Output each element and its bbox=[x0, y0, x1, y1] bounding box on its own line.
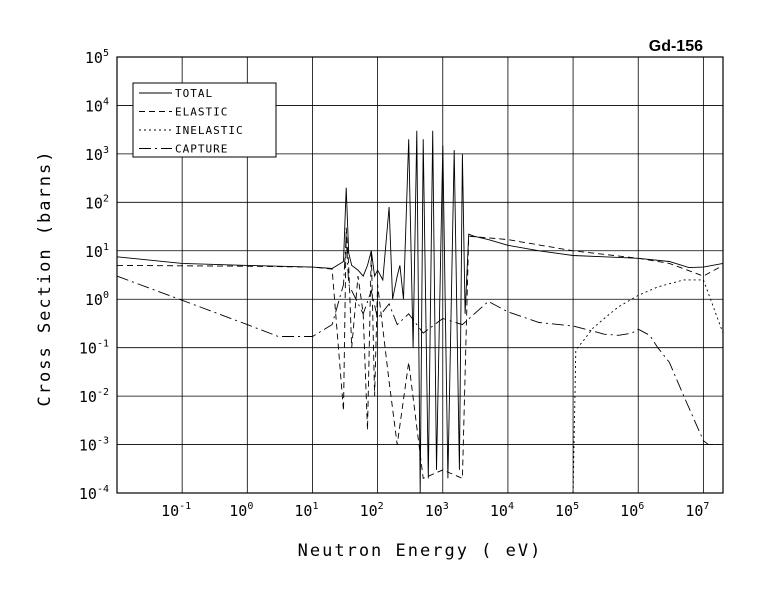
y-tick-exponent: -1 bbox=[97, 339, 109, 350]
x-tick-label: 100 bbox=[229, 501, 253, 520]
x-tick-exponent: 6 bbox=[638, 501, 644, 512]
x-tick-label: 101 bbox=[294, 501, 318, 520]
series-line-elastic bbox=[117, 227, 723, 480]
x-tick-label: 102 bbox=[360, 501, 384, 520]
y-tick-exponent: -4 bbox=[97, 484, 109, 495]
legend-label-elastic: ELASTIC bbox=[175, 106, 228, 119]
x-tick-exponent: 3 bbox=[443, 501, 449, 512]
x-tick-exponent: 2 bbox=[378, 501, 384, 512]
legend-box bbox=[132, 82, 277, 158]
y-tick-exponent: 1 bbox=[103, 242, 109, 253]
y-tick-label: 101 bbox=[85, 242, 109, 261]
y-tick-exponent: -2 bbox=[97, 387, 109, 398]
x-tick-exponent: 7 bbox=[703, 501, 709, 512]
x-axis-title: Neutron Energy ( eV) bbox=[298, 541, 543, 561]
legend: TOTAL ELASTIC INELASTIC CAPTURE bbox=[132, 82, 277, 158]
series-line-capture bbox=[117, 236, 723, 446]
x-tick-exponent: 0 bbox=[247, 501, 253, 512]
y-tick-label: 102 bbox=[85, 193, 109, 212]
x-tick-label: 10-1 bbox=[161, 501, 191, 520]
y-tick-exponent: 4 bbox=[103, 96, 109, 107]
y-tick-exponent: 2 bbox=[103, 193, 109, 204]
y-tick-label: 104 bbox=[85, 96, 109, 115]
y-tick-label: 10-2 bbox=[79, 387, 109, 406]
x-tick-labels: 10-1 100 101 102 103 104 105 106 107 bbox=[161, 501, 709, 520]
x-tick-label: 105 bbox=[555, 501, 579, 520]
y-tick-label: 105 bbox=[85, 48, 109, 67]
y-tick-exponent: 0 bbox=[103, 290, 109, 301]
x-tick-label: 107 bbox=[685, 501, 709, 520]
legend-label-inelastic: INELASTIC bbox=[175, 124, 244, 137]
series-line-total bbox=[117, 130, 723, 493]
series-line-inelastic bbox=[572, 279, 723, 493]
y-tick-label: 10-3 bbox=[79, 436, 109, 455]
x-tick-exponent: 5 bbox=[573, 501, 579, 512]
y-tick-label: 103 bbox=[85, 145, 109, 164]
y-tick-label: 10-4 bbox=[79, 484, 109, 503]
x-tick-exponent: 1 bbox=[312, 501, 318, 512]
grid-lines bbox=[117, 57, 723, 493]
x-tick-label: 106 bbox=[620, 501, 644, 520]
x-tick-label: 103 bbox=[425, 501, 449, 520]
x-tick-exponent: -1 bbox=[179, 501, 191, 512]
series-lines bbox=[117, 130, 723, 493]
y-tick-label: 100 bbox=[85, 290, 109, 309]
x-tick-exponent: 4 bbox=[508, 501, 514, 512]
legend-label-capture: CAPTURE bbox=[175, 143, 228, 156]
legend-label-total: TOTAL bbox=[175, 87, 213, 100]
x-tick-label: 104 bbox=[490, 501, 514, 520]
chart-title: Gd-156 bbox=[649, 38, 703, 55]
y-axis-title: Cross Section (barns) bbox=[35, 150, 55, 407]
y-tick-exponent: 5 bbox=[103, 48, 109, 59]
y-tick-exponent: -3 bbox=[97, 436, 109, 447]
y-tick-label: 10-1 bbox=[79, 339, 109, 358]
y-tick-exponent: 3 bbox=[103, 145, 109, 156]
